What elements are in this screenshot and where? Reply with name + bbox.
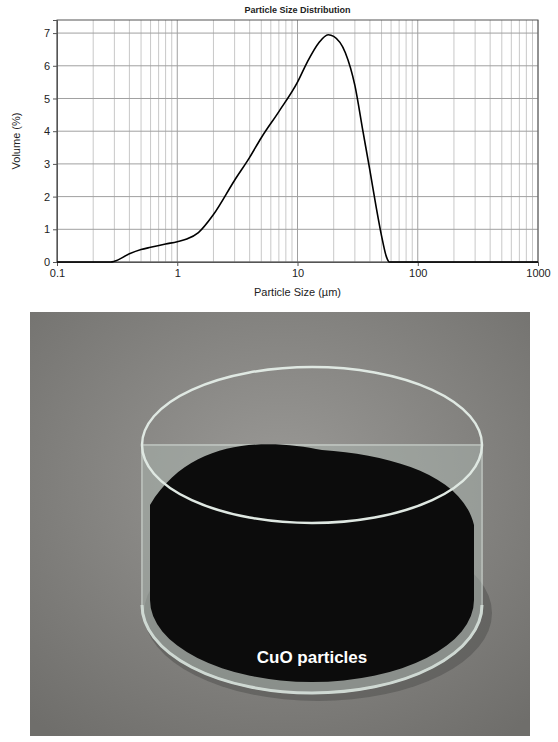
x-tick-label: 100 [409, 267, 427, 279]
minor-grid-line [406, 20, 407, 262]
dish-rim [142, 367, 482, 523]
x-tick-label: 1000 [526, 267, 550, 279]
minor-grid-line [158, 20, 159, 262]
minor-grid-line [475, 20, 476, 262]
photo-caption: CuO particles [257, 648, 368, 667]
y-grid-line [57, 196, 538, 197]
minor-grid-line [270, 20, 271, 262]
minor-grid-line [511, 20, 512, 262]
y-tick-mark [53, 262, 57, 263]
y-tick-mark [53, 229, 57, 230]
y-tick-mark [53, 164, 57, 165]
minor-grid-line [261, 20, 262, 262]
y-tick-label: 6 [44, 60, 50, 72]
minor-grid-line [501, 20, 502, 262]
x-tick-label: 10 [292, 267, 304, 279]
y-grid-line [57, 229, 538, 230]
y-grid-line [57, 131, 538, 132]
y-tick-label: 3 [44, 158, 50, 170]
minor-grid-line [526, 20, 527, 262]
minor-grid-line [333, 20, 334, 262]
powder [150, 444, 474, 682]
y-tick-mark [53, 131, 57, 132]
y-grid-line [57, 163, 538, 164]
y-tick: 0 [44, 256, 57, 268]
plot-frame [57, 20, 538, 262]
minor-grid-line [291, 20, 292, 262]
x-tick: 1000 [526, 262, 550, 279]
minor-grid-line [141, 20, 142, 262]
y-tick-label: 1 [44, 223, 50, 235]
minor-grid-line [234, 20, 235, 262]
y-tick-mark [53, 33, 57, 34]
photo-background [30, 312, 530, 736]
x-grid-line [417, 20, 418, 262]
minor-grid-line [165, 20, 166, 262]
y-tick-label: 4 [44, 125, 50, 137]
grid [57, 20, 538, 262]
chart-title: Particle Size Distribution [244, 5, 350, 15]
y-tick: 2 [44, 191, 57, 203]
minor-grid-line [213, 20, 214, 262]
minor-grid-line [519, 20, 520, 262]
x-grid-line [177, 20, 178, 262]
minor-grid-line [354, 20, 355, 262]
y-grid-line [57, 33, 538, 34]
x-tick: 100 [409, 262, 427, 279]
x-tick: 10 [292, 262, 304, 279]
minor-grid-line [453, 20, 454, 262]
minor-grid-line [278, 20, 279, 262]
y-tick-mark [53, 98, 57, 99]
y-tick: 4 [44, 125, 57, 137]
y-axis: 0 1 2 3 4 5 6 7 [44, 21, 58, 269]
x-tick: 0.1 [50, 262, 65, 279]
x-axis-title: Particle Size (µm) [254, 286, 341, 298]
minor-grid-line [399, 20, 400, 262]
page: Particle Size Distribution0.111010010000… [0, 0, 558, 742]
minor-grid-line [490, 20, 491, 262]
minor-grid-line [285, 20, 286, 262]
y-axis-line [53, 21, 58, 263]
minor-grid-line [391, 20, 392, 262]
x-axis: 0.1 1 10 100 1000 [50, 262, 551, 279]
y-axis-title: Volume (%) [10, 113, 22, 170]
y-grid-line [57, 65, 538, 66]
x-tick-label: 1 [175, 267, 181, 279]
x-tick-mark [538, 262, 539, 266]
y-tick-label: 7 [44, 27, 50, 39]
y-tick: 5 [44, 93, 57, 105]
y-tick-label: 2 [44, 191, 50, 203]
y-tick: 3 [44, 158, 57, 170]
minor-grid-line [129, 20, 130, 262]
photo [30, 312, 530, 736]
minor-grid-line [532, 20, 533, 262]
minor-grid-line [249, 20, 250, 262]
x-tick-mark [177, 262, 178, 266]
minor-grid-line [114, 20, 115, 262]
x-tick: 1 [175, 262, 181, 279]
x-grid-line [297, 20, 298, 262]
x-tick-mark [298, 262, 299, 266]
y-tick: 7 [44, 27, 57, 39]
minor-grid-line [412, 20, 413, 262]
x-tick-label: 0.1 [50, 267, 65, 279]
minor-grid-line [381, 20, 382, 262]
distribution-line [57, 35, 538, 262]
minor-grid-line [369, 20, 370, 262]
minor-grid-line [171, 20, 172, 262]
x-axis-line [58, 263, 539, 267]
minor-grid-line [150, 20, 151, 262]
dish-base-edge [142, 605, 482, 693]
y-tick: 1 [44, 223, 57, 235]
y-tick-label: 5 [44, 93, 50, 105]
y-tick-label: 0 [44, 256, 50, 268]
y-grid-line [57, 98, 538, 99]
minor-grid-line [93, 20, 94, 262]
y-tick-mark [53, 66, 57, 67]
data-layer [57, 35, 538, 262]
y-tick-mark [53, 197, 57, 198]
y-tick: 6 [44, 60, 57, 72]
dish-wall [142, 445, 482, 693]
